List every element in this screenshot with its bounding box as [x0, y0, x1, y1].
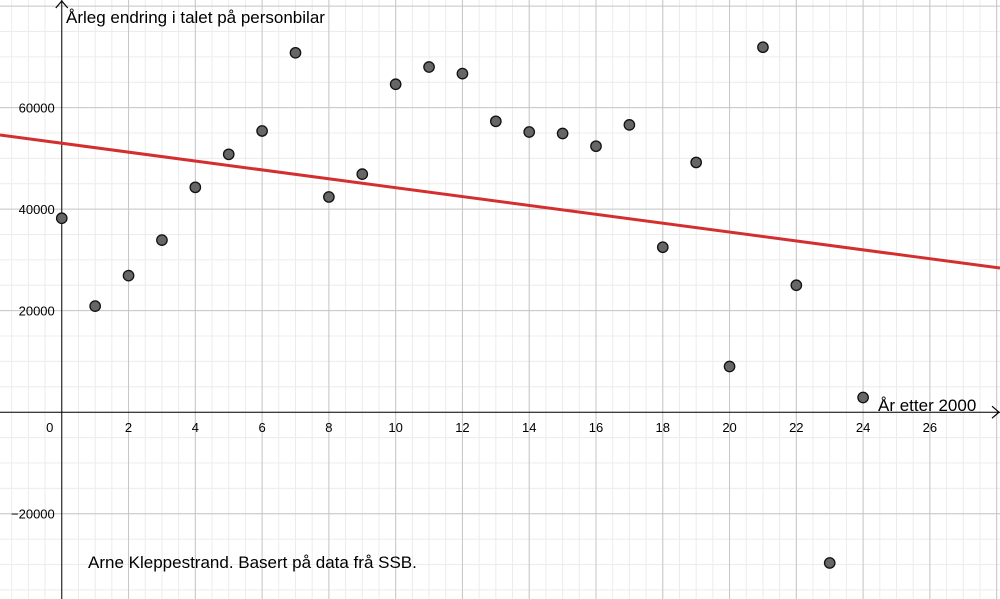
x-tick-label: 14 [522, 420, 536, 435]
data-point [790, 279, 803, 292]
data-point [456, 67, 469, 80]
y-tick-label: 20000 [19, 304, 55, 319]
data-point [857, 391, 869, 404]
x-tick-label: 26 [923, 420, 937, 435]
x-tick-label: 20 [722, 420, 736, 435]
y-tick-label: −20000 [11, 507, 55, 522]
x-tick-label: 12 [455, 420, 469, 435]
y-tick-labels: −20000 20000 40000 60000 [11, 101, 55, 522]
data-point [389, 78, 402, 91]
data-point [757, 41, 769, 54]
trend-line [0, 133, 1000, 270]
source-annotation: Arne Kleppestrand. Basert på data frå SS… [88, 553, 417, 572]
x-tick-label: 18 [656, 420, 670, 435]
data-point [289, 46, 302, 59]
x-tick-label: 22 [789, 420, 803, 435]
y-axis-title: Årleg endring i talet på personbilar [66, 8, 325, 27]
data-point [556, 127, 569, 140]
data-point [823, 557, 836, 569]
x-axis-arrow [991, 405, 1000, 419]
data-points [55, 41, 869, 569]
x-tick-label: 10 [388, 420, 402, 435]
data-point [690, 156, 703, 169]
x-tick-label: 0 [46, 420, 53, 435]
data-point [723, 360, 736, 373]
x-axis-title: År etter 2000 [878, 396, 976, 415]
x-tick-labels: 0 2 4 6 8 10 12 14 16 18 20 22 24 26 [46, 420, 937, 435]
data-point [89, 300, 102, 312]
y-tick-label: 60000 [19, 101, 55, 116]
data-point [222, 148, 235, 161]
y-axis-arrow [55, 0, 69, 9]
data-point [122, 269, 135, 282]
data-point [256, 125, 268, 137]
x-tick-label: 2 [125, 420, 132, 435]
data-point [489, 115, 502, 128]
data-point [623, 119, 636, 131]
data-point [323, 191, 335, 203]
data-point [590, 140, 602, 153]
data-point [55, 212, 68, 225]
data-point [523, 126, 536, 138]
x-tick-label: 4 [192, 420, 199, 435]
data-point [356, 168, 369, 180]
x-tick-label: 24 [856, 420, 870, 435]
data-point [189, 181, 202, 194]
data-point [656, 241, 669, 254]
y-tick-label: 40000 [19, 202, 55, 217]
data-point [156, 234, 168, 246]
x-tick-label: 16 [589, 420, 603, 435]
x-tick-label: 6 [258, 420, 265, 435]
data-point [423, 61, 435, 73]
x-tick-label: 8 [325, 420, 332, 435]
